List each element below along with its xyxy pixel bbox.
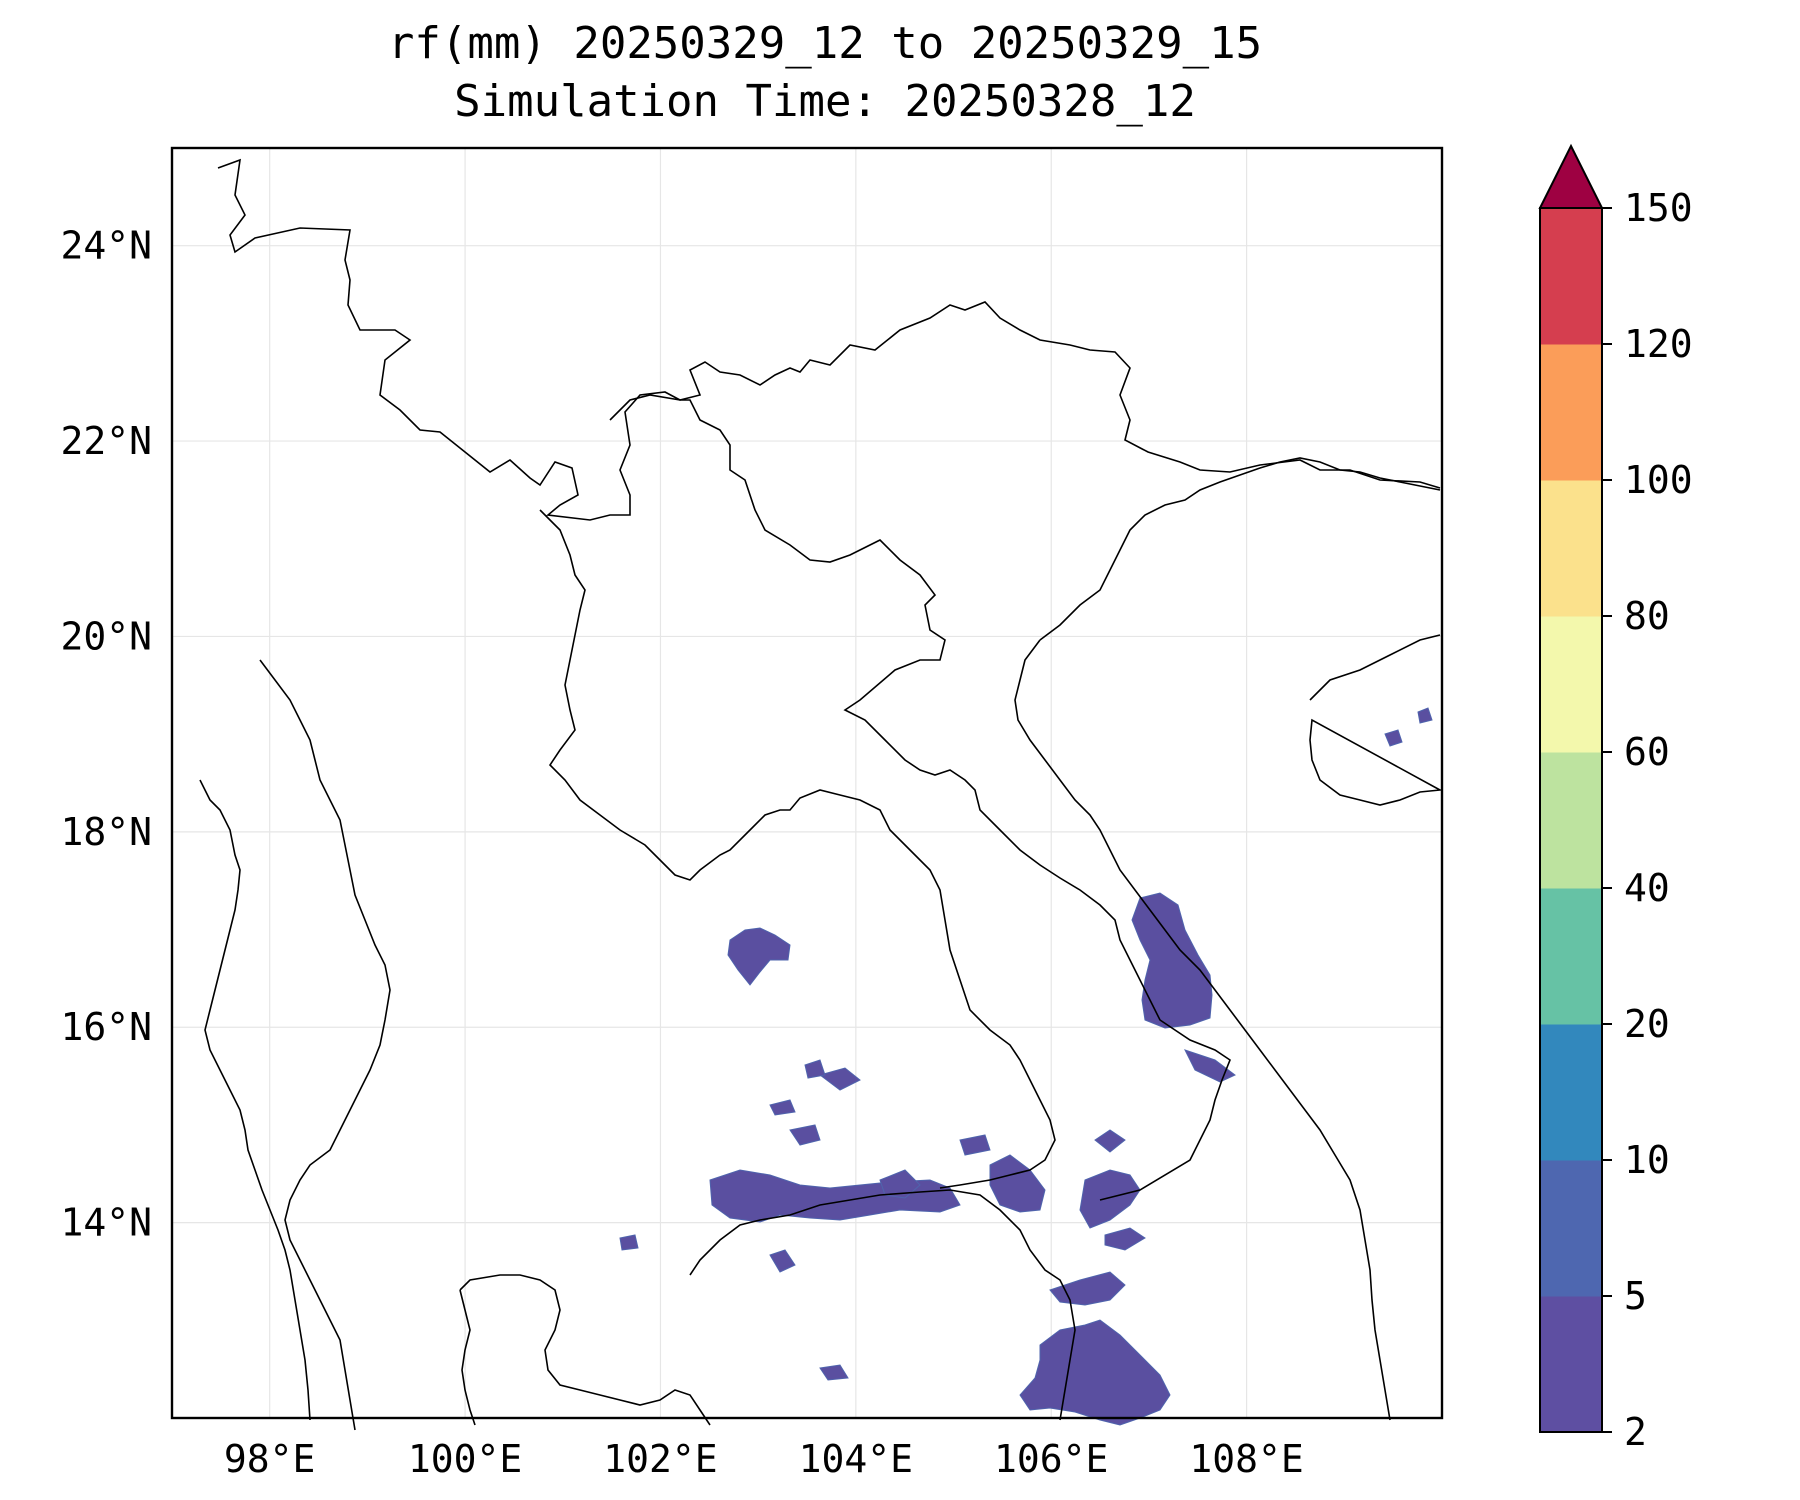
chart-title-line2: Simulation Time: 20250328_12 — [454, 76, 1196, 127]
colorbar-label: 80 — [1624, 594, 1670, 638]
rain-patch-small-8 — [1094, 1129, 1126, 1153]
longitude-ticks: 98°E 100°E 102°E 104°E 106°E 108°E — [224, 1437, 1304, 1481]
rain-patch-small-3 — [879, 1169, 921, 1199]
rain-patch-small-12 — [819, 1364, 849, 1381]
lat-tick-label: 22°N — [60, 419, 152, 463]
colorbar-label: 120 — [1624, 322, 1693, 366]
rain-patch-south-2 — [1019, 1319, 1171, 1426]
thailand-laos-border — [539, 509, 1056, 1189]
rain-patch-stung-treng — [989, 1154, 1046, 1213]
colorbar-label: 2 — [1624, 1410, 1647, 1454]
colorbar-segment — [1540, 344, 1602, 481]
rain-patch-cambodia-border — [709, 1169, 961, 1223]
colorbar-segment — [1540, 1024, 1602, 1161]
myanmar-thailand-border — [259, 659, 391, 1431]
colorbar-segment — [1540, 752, 1602, 889]
rain-patch-south-1 — [1049, 1271, 1126, 1306]
colorbar-segment — [1540, 616, 1602, 753]
map-axes — [172, 148, 1443, 1431]
rain-patch-hainan-2 — [1417, 707, 1433, 724]
thailand-gulf-coast — [459, 1274, 711, 1426]
colorbar-label: 60 — [1624, 730, 1670, 774]
colorbar: 2 5 10 20 40 60 80 100 120 150 — [1538, 143, 1693, 1454]
rain-patch-small-1 — [789, 1124, 821, 1146]
china-border — [217, 158, 1441, 521]
colorbar-segment — [1540, 1296, 1602, 1433]
colorbar-label: 40 — [1624, 866, 1670, 910]
colorbar-segment — [1540, 480, 1602, 617]
rain-patch-hainan-1 — [1384, 729, 1403, 747]
lon-tick-label: 98°E — [224, 1437, 316, 1481]
rain-patch-small-9 — [769, 1099, 796, 1116]
lon-tick-label: 106°E — [994, 1437, 1108, 1481]
rain-patch-small-5 — [804, 1059, 826, 1079]
lon-tick-label: 102°E — [603, 1437, 717, 1481]
lat-tick-label: 20°N — [60, 614, 152, 658]
rain-patch-small-11 — [769, 1249, 796, 1273]
lon-tick-label: 108°E — [1189, 1437, 1303, 1481]
rain-patch-small-4 — [1104, 1227, 1146, 1251]
rain-patch-small-2 — [818, 1067, 861, 1091]
rain-patch-small-7 — [959, 1134, 991, 1156]
rain-patch-ratanakiri — [1079, 1169, 1141, 1229]
lat-tick-label: 24°N — [60, 224, 152, 268]
lat-tick-label: 18°N — [60, 810, 152, 854]
country-borders — [199, 158, 1443, 1431]
colorbar-label: 100 — [1624, 458, 1693, 502]
hainan-coast — [1309, 634, 1443, 806]
colorbar-label: 150 — [1624, 186, 1693, 230]
lon-tick-label: 100°E — [408, 1437, 522, 1481]
latitude-ticks: 24°N 22°N 20°N 18°N 16°N 14°N — [60, 224, 152, 1245]
colorbar-segment — [1540, 888, 1602, 1025]
rain-patch-north-thailand — [727, 927, 791, 986]
rainfall-areas — [619, 707, 1433, 1426]
map-frame — [170, 146, 1444, 1420]
colorbar-segment — [1540, 1160, 1602, 1297]
gridlines — [172, 148, 1442, 1418]
rain-patch-hue — [1131, 892, 1213, 1029]
cambodia-border — [689, 1189, 1076, 1421]
colorbar-label: 5 — [1624, 1274, 1647, 1318]
chart-title-line1: rf(mm) 20250329_12 to 20250329_15 — [387, 18, 1263, 69]
colorbar-label: 10 — [1624, 1138, 1670, 1182]
colorbar-label: 20 — [1624, 1002, 1670, 1046]
vietnam-coast — [1014, 639, 1391, 1421]
rain-patch-small-10 — [619, 1234, 639, 1251]
laos-border — [609, 394, 1231, 1201]
gulf-of-tonkin-coast — [1039, 457, 1441, 641]
lat-tick-label: 14°N — [60, 1201, 152, 1245]
lon-tick-label: 104°E — [799, 1437, 913, 1481]
malay-peninsula-coast — [459, 1289, 476, 1426]
colorbar-segment — [1540, 208, 1602, 345]
myanmar-coast — [199, 779, 311, 1421]
colorbar-frame — [1539, 207, 1603, 1433]
lat-tick-label: 16°N — [60, 1005, 152, 1049]
rain-patch-small-6 — [1184, 1049, 1236, 1083]
colorbar-extend-triangle — [1538, 143, 1604, 209]
